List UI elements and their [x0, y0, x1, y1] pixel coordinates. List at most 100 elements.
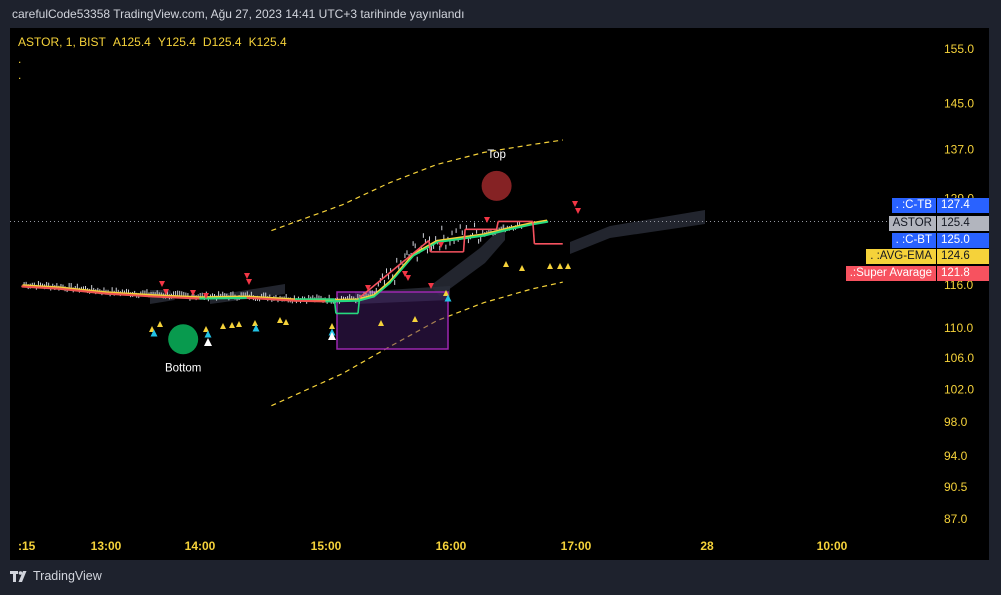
trend-line-segment: [372, 281, 391, 298]
y-tick-label: 137.0: [944, 142, 974, 156]
sell-signal-icon: [203, 293, 209, 299]
buy-signal-icon: [150, 329, 158, 337]
buy-signal-icon: [204, 330, 212, 338]
price-tag-name: ASTOR: [888, 216, 936, 231]
cloud-band: [430, 224, 505, 296]
trend-line-segment: [388, 254, 415, 285]
trend-line-segment: [411, 240, 438, 257]
sell-signal-icon: [402, 271, 408, 277]
y-tick-label: 87.0: [944, 512, 968, 526]
tradingview-logo-icon: [10, 570, 29, 582]
up-signal-icon: [412, 316, 418, 322]
up-signal-icon: [220, 323, 226, 329]
x-tick-label: 17:00: [561, 539, 592, 553]
sell-signal-icon: [190, 290, 196, 296]
price-tag-name: .:Super Avarage: [845, 266, 936, 281]
price-tag[interactable]: .:Super Avarage 121.8: [845, 266, 989, 281]
top-marker-icon: [481, 170, 512, 201]
cloud-band: [570, 210, 705, 254]
bottom-marker-icon: [168, 324, 199, 355]
sell-signal-icon: [246, 279, 252, 285]
up-signal-icon: [252, 320, 258, 326]
price-tag-name: . :C-BT: [891, 233, 936, 248]
buy-signal-icon: [444, 294, 452, 302]
up-signal-icon: [557, 263, 563, 269]
trend-line-segment: [356, 295, 375, 302]
upper-channel-line: [271, 139, 563, 232]
y-tick-label: 94.0: [944, 449, 968, 463]
indicator-legend-dot[interactable]: .: [18, 52, 22, 66]
legend-close: K125.4: [248, 35, 287, 49]
up-signal-icon: [203, 326, 209, 332]
sell-signal-icon: [572, 201, 578, 207]
x-tick-label: 16:00: [436, 539, 467, 553]
top-label: Top: [487, 149, 506, 161]
sell-signal-icon: [365, 285, 371, 291]
legend-open: A125.4: [112, 35, 151, 49]
up-signal-icon: [157, 321, 163, 327]
price-tag[interactable]: . :AVG-EMA 124.6: [849, 249, 989, 264]
symbol-legend[interactable]: ASTOR, 1, BIST A125.4 Y125.4 D125.4 K125.4: [18, 35, 294, 49]
trend-line-segment: [435, 237, 462, 244]
price-tag-value: 125.0: [937, 233, 989, 248]
strong-buy-signal-icon: [204, 338, 212, 346]
up-signal-icon: [519, 265, 525, 271]
price-tag-value: 127.4: [937, 198, 989, 213]
tradingview-brand: TradingView: [33, 569, 102, 583]
price-tag[interactable]: ASTOR 125.4: [849, 216, 989, 231]
y-tick-label: 98.0: [944, 415, 968, 429]
super-average-step: [532, 221, 536, 244]
super-average-step: [462, 229, 466, 252]
super-average-step: [359, 239, 430, 299]
x-tick-label: :15: [18, 539, 36, 553]
trend-line-segment: [293, 299, 328, 303]
trend-line-segment: [152, 295, 202, 300]
trend-line-segment: [57, 287, 108, 295]
up-signal-icon: [283, 319, 289, 325]
price-tag-value: 124.6: [937, 249, 989, 264]
legend-high: Y125.4: [157, 35, 196, 49]
trend-line-segment: [104, 292, 155, 298]
x-tick-label: 28: [700, 539, 714, 553]
super-average-step: [428, 240, 432, 252]
legend-symbol: ASTOR, 1, BIST: [18, 35, 106, 49]
price-tag-value: 125.4: [937, 216, 989, 231]
y-tick-label: 110.0: [944, 321, 973, 335]
super-average-step: [495, 221, 499, 230]
y-tick-label: 145.0: [944, 96, 974, 110]
chart-canvas[interactable]: 155.0145.0137.0129.0116.0110.0106.0102.0…: [10, 28, 989, 560]
y-tick-label: 155.0: [944, 42, 974, 56]
strong-buy-signal-icon: [328, 332, 336, 340]
trend-line-segment: [530, 220, 549, 226]
x-tick-label: 13:00: [91, 539, 122, 553]
avg-ema-line: [22, 219, 548, 301]
trend-line-segment: [506, 223, 533, 231]
legend-low: D125.4: [202, 35, 242, 49]
up-signal-icon: [503, 261, 509, 267]
bottom-label: Bottom: [165, 362, 201, 374]
price-tag[interactable]: . :C-TB 127.4: [849, 198, 989, 213]
trend-line-segment: [199, 296, 249, 300]
price-tag-name: . :AVG-EMA: [866, 249, 936, 264]
super-average-step: [333, 298, 337, 314]
y-tick-label: 90.5: [944, 480, 968, 494]
trend-line-segment: [21, 285, 60, 290]
up-signal-icon: [547, 263, 553, 269]
sell-signal-icon: [159, 281, 165, 287]
indicator-legend-dot[interactable]: .: [18, 68, 22, 82]
tradingview-logo: TradingView: [10, 569, 102, 583]
trend-line-segment: [482, 228, 509, 237]
buy-signal-icon: [252, 324, 260, 332]
publish-caption: carefulCode53358 TradingView.com, Ağu 27…: [12, 7, 465, 21]
sell-signal-icon: [575, 208, 581, 214]
trend-line-segment: [246, 296, 297, 302]
x-tick-label: 10:00: [817, 539, 848, 553]
y-tick-label: 116.0: [944, 278, 973, 292]
y-tick-label: 106.0: [944, 351, 974, 365]
chart-pane[interactable]: 155.0145.0137.0129.0116.0110.0106.0102.0…: [10, 28, 989, 560]
trend-line-segment: [325, 299, 360, 303]
up-signal-icon: [277, 317, 283, 323]
up-signal-icon: [236, 321, 242, 327]
price-tag[interactable]: . :C-BT 125.0: [849, 233, 989, 248]
sell-signal-icon: [405, 275, 411, 281]
